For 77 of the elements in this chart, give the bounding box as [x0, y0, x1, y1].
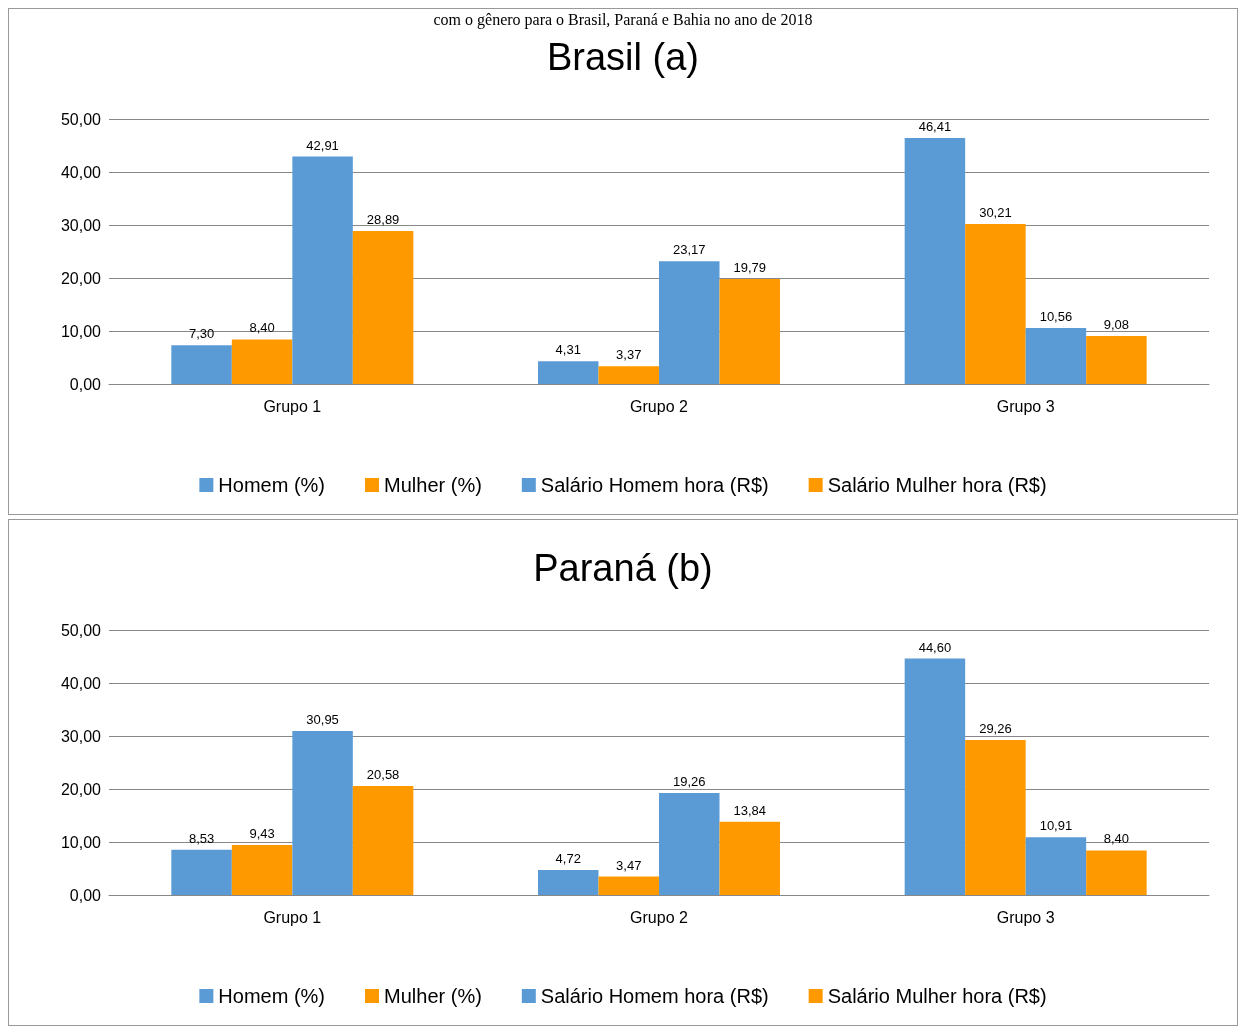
- data-label: 19,79: [733, 260, 767, 276]
- bar: [1086, 850, 1147, 895]
- data-label: 4,72: [555, 850, 581, 866]
- bar: [598, 366, 659, 384]
- y-tick-label: 40,00: [60, 674, 102, 692]
- data-label: 8,40: [249, 320, 275, 336]
- bar: [171, 849, 232, 895]
- data-label: 30,95: [306, 711, 339, 727]
- legend-label: Homem (%): [218, 474, 326, 496]
- bar: [538, 869, 599, 895]
- legend-label: Mulher (%): [384, 474, 482, 496]
- y-tick-label: 0,00: [69, 886, 102, 904]
- data-label: 20,58: [366, 766, 400, 782]
- bar: [659, 792, 720, 895]
- data-label: 9,08: [1103, 316, 1130, 332]
- x-tick-label: Grupo 1: [263, 908, 322, 926]
- bar: [231, 339, 293, 384]
- y-tick-label: 20,00: [60, 780, 102, 798]
- y-tick-label: 10,00: [60, 322, 102, 340]
- bar: [1025, 328, 1087, 384]
- data-label: 9,43: [249, 826, 275, 842]
- bar: [171, 345, 232, 384]
- chart-title: Brasil (a): [546, 36, 700, 78]
- data-label: 8,40: [1103, 831, 1130, 847]
- bar: [1025, 837, 1087, 895]
- data-label: 13,84: [733, 802, 767, 818]
- data-label: 30,21: [979, 204, 1012, 220]
- text: com o gênero para o Brasil, Paraná e Bahia no ano de 2018: [433, 10, 813, 29]
- data-label: 10,91: [1039, 818, 1073, 834]
- legend-label: Salário Mulher hora (R$): [827, 985, 1047, 1007]
- bar: [1086, 335, 1147, 384]
- x-tick-label: Grupo 1: [263, 397, 322, 415]
- x-tick-label: Grupo 3: [996, 397, 1055, 415]
- y-tick-label: 0,00: [69, 375, 102, 393]
- bar: [538, 361, 599, 384]
- legend-label: Homem (%): [218, 985, 326, 1007]
- data-label: 7,30: [188, 326, 215, 342]
- y-tick-label: 30,00: [60, 727, 102, 745]
- data-label: 10,56: [1039, 309, 1073, 325]
- bar: [965, 223, 1026, 384]
- data-label: 19,26: [672, 773, 706, 789]
- legend-label: Mulher (%): [384, 985, 482, 1007]
- chart-title: Paraná (b): [533, 547, 713, 589]
- data-label: 4,31: [555, 342, 581, 358]
- data-label: 46,41: [918, 119, 952, 135]
- bar: [598, 876, 659, 895]
- bar: [659, 261, 720, 384]
- bar: [904, 658, 966, 895]
- data-label: 44,60: [918, 639, 952, 655]
- legend-label: Salário Homem hora (R$): [540, 985, 769, 1007]
- y-tick-label: 10,00: [60, 833, 102, 851]
- legend-label: Salário Mulher hora (R$): [827, 474, 1047, 496]
- y-tick-label: 50,00: [60, 621, 102, 639]
- bar: [352, 230, 414, 384]
- bar: [352, 785, 414, 895]
- x-tick-label: Grupo 3: [996, 908, 1055, 926]
- y-tick-label: 30,00: [60, 216, 102, 234]
- bar: [965, 739, 1026, 895]
- data-label: 42,91: [306, 137, 339, 153]
- data-label: 8,53: [188, 830, 215, 846]
- bar: [231, 845, 293, 895]
- data-label: 23,17: [672, 242, 706, 258]
- data-label: 3,37: [616, 347, 642, 363]
- data-label: 29,26: [979, 720, 1012, 736]
- x-tick-label: Grupo 2: [630, 397, 689, 415]
- y-tick-label: 50,00: [60, 110, 102, 128]
- x-tick-label: Grupo 2: [630, 908, 689, 926]
- bar: [719, 279, 780, 384]
- bar: [292, 730, 353, 895]
- data-label: 28,89: [366, 211, 400, 227]
- data-label: 3,47: [616, 857, 642, 873]
- y-tick-label: 20,00: [60, 269, 102, 287]
- bar: [292, 156, 353, 384]
- y-tick-label: 40,00: [60, 163, 102, 181]
- bar: [719, 821, 780, 895]
- bar: [904, 138, 966, 384]
- legend-label: Salário Homem hora (R$): [540, 474, 769, 496]
